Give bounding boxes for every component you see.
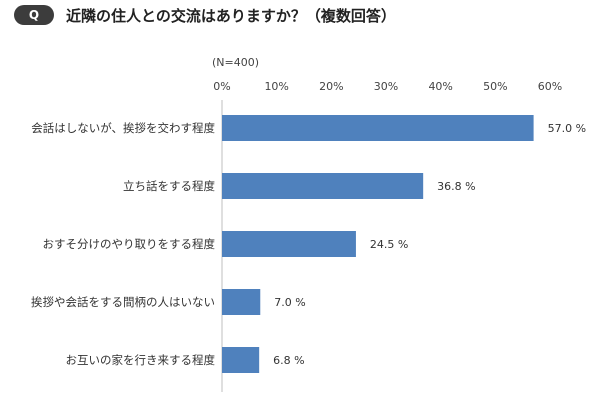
bar (222, 231, 356, 257)
x-tick-label: 30% (374, 80, 398, 93)
data-label: 36.8 % (437, 180, 475, 193)
bar (222, 289, 261, 315)
bar (222, 173, 424, 199)
category-label: おすそ分けのやり取りをする程度 (43, 237, 216, 251)
x-tick-label: 60% (538, 80, 562, 93)
question-badge: Q (14, 5, 54, 25)
data-label: 24.5 % (370, 238, 408, 251)
category-label: 挨拶や会話をする間柄の人はいない (31, 295, 215, 309)
data-label: 7.0 % (274, 296, 305, 309)
x-tick-label: 20% (319, 80, 343, 93)
category-label: お互いの家を行き来する程度 (66, 353, 216, 367)
category-label: 立ち話をする程度 (123, 179, 215, 193)
question-header: Q 近隣の住人との交流はありますか？（複数回答） (14, 4, 396, 26)
bar (222, 347, 260, 373)
data-label: 57.0 % (548, 122, 586, 135)
bar (222, 115, 534, 141)
x-tick-label: 0% (213, 80, 230, 93)
question-title: 近隣の住人との交流はありますか？（複数回答） (66, 6, 396, 25)
category-label: 会話はしないが、挨拶を交わす程度 (31, 121, 215, 135)
x-tick-label: 40% (428, 80, 452, 93)
x-tick-label: 50% (483, 80, 507, 93)
sample-size-note: (N=400) (212, 56, 259, 69)
x-tick-label: 10% (264, 80, 288, 93)
data-label: 6.8 % (273, 354, 304, 367)
